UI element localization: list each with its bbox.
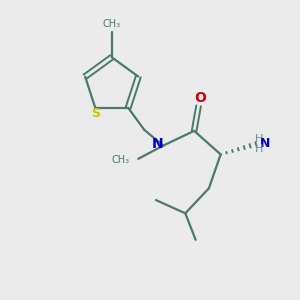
Text: O: O — [194, 92, 206, 106]
Text: H: H — [255, 134, 264, 144]
Text: CH₃: CH₃ — [112, 155, 130, 165]
Text: N: N — [152, 137, 164, 151]
Text: N: N — [260, 137, 270, 150]
Text: CH₃: CH₃ — [103, 19, 121, 29]
Text: S: S — [91, 107, 100, 120]
Text: H: H — [255, 144, 264, 154]
